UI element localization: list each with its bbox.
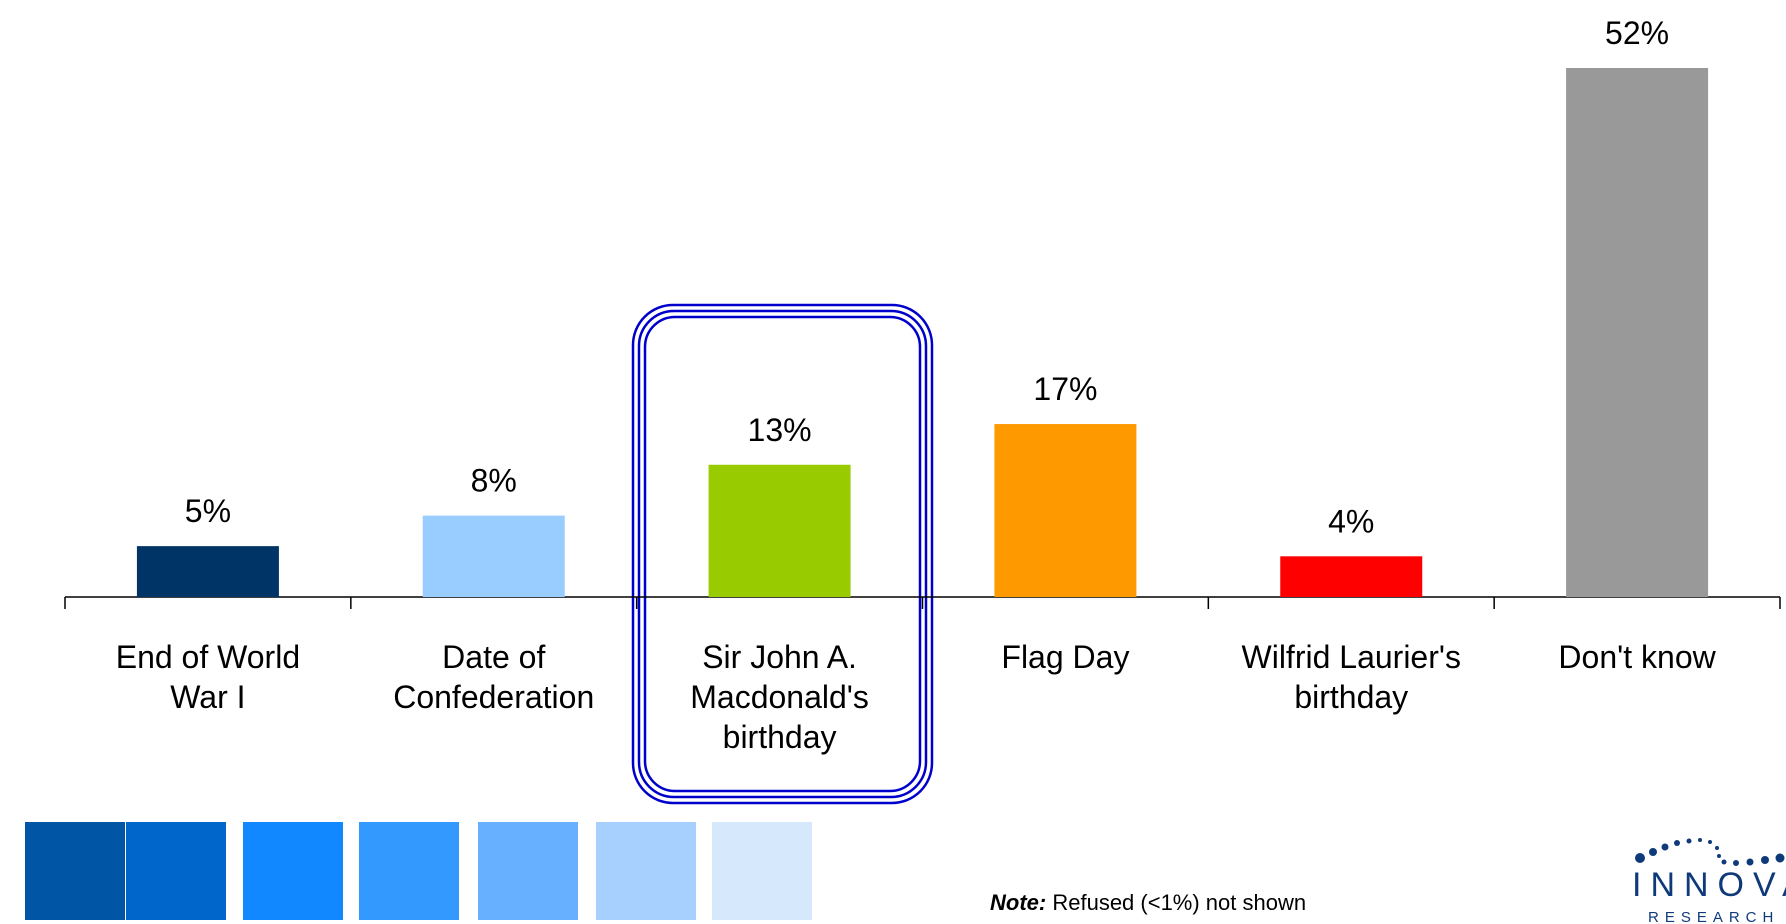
- value-label: 5%: [185, 493, 231, 529]
- bar: [994, 424, 1137, 597]
- logo-name: INNOVATIVE: [1632, 866, 1786, 904]
- value-label: 52%: [1605, 15, 1669, 51]
- decor-squares: [25, 822, 812, 920]
- note-text: Refused (<1%) not shown: [1052, 890, 1307, 915]
- bar: [1566, 68, 1709, 597]
- bar: [1280, 556, 1423, 597]
- x-tick-label: Wilfrid Laurier's birthday: [1241, 639, 1461, 715]
- x-tick-label: Date of Confederation: [393, 639, 595, 715]
- x-tick-label: Don't know: [1558, 639, 1716, 675]
- value-label: 13%: [748, 412, 812, 448]
- bar: [422, 515, 565, 597]
- value-label: 8%: [471, 463, 517, 499]
- x-tick-label: Flag Day: [1001, 639, 1130, 675]
- x-tick-label: Sir John A. Macdonald's birthday: [690, 639, 869, 755]
- value-label: 4%: [1328, 503, 1374, 539]
- highlight-box: [631, 303, 934, 805]
- logo: INNOVATIVE RESEARCH GROUP: [1632, 838, 1786, 924]
- note: Note: Refused (<1%) not shown: [990, 890, 1306, 916]
- x-tick-label: End of World War I: [115, 639, 301, 715]
- note-label: Note:: [990, 890, 1047, 915]
- value-label: 17%: [1033, 371, 1097, 407]
- logo-subname: RESEARCH GROUP: [1648, 909, 1786, 924]
- bar: [708, 464, 851, 597]
- bar: [136, 546, 279, 597]
